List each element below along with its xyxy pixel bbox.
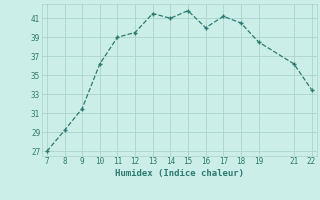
X-axis label: Humidex (Indice chaleur): Humidex (Indice chaleur) [115, 169, 244, 178]
